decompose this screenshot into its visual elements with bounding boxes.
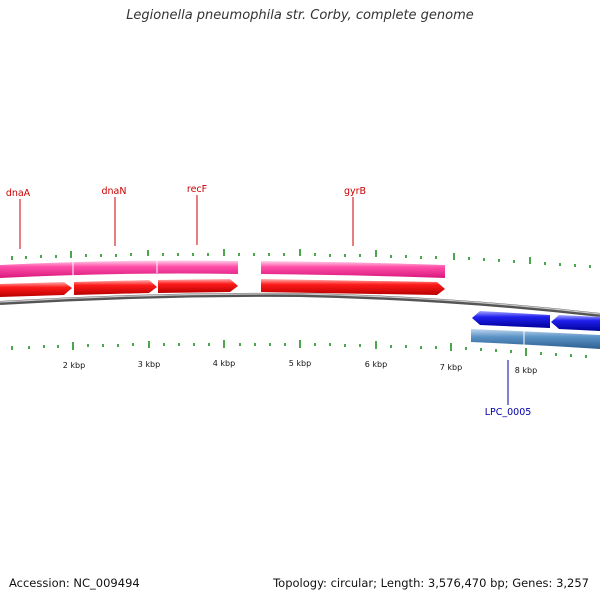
upper-tick-ring xyxy=(11,249,591,268)
forward-gene-band xyxy=(0,260,445,278)
gene-label-recF[interactable]: recF xyxy=(187,184,207,195)
scale-label: 8 kbp xyxy=(515,366,537,375)
scale-label: 4 kbp xyxy=(213,359,235,368)
lower-tick-ring xyxy=(11,340,587,358)
cds-arrow-gyrB xyxy=(261,279,445,295)
cds-arrow-reverse xyxy=(551,315,600,331)
scale-label: 2 kbp xyxy=(63,361,85,370)
scale-label: 7 kbp xyxy=(440,363,462,372)
reverse-gene-band xyxy=(471,329,600,349)
scale-label: 6 kbp xyxy=(365,360,387,369)
accession-text: Accession: NC_009494 xyxy=(9,576,140,590)
cds-arrow-recF xyxy=(158,279,238,293)
genome-backbone xyxy=(0,292,600,317)
scale-labels: 2 kbp 3 kbp 4 kbp 5 kbp 6 kbp 7 kbp 8 kb… xyxy=(63,359,537,375)
cds-arrow-dnaN xyxy=(74,280,157,295)
cds-arrow-dnaA xyxy=(0,282,72,297)
scale-label: 5 kbp xyxy=(289,359,311,368)
reverse-gene-labels: LPC_0005 xyxy=(485,360,532,418)
forward-cds-track xyxy=(0,279,445,297)
cds-arrow-LPC_0005 xyxy=(472,311,550,328)
gene-label-dnaN[interactable]: dnaN xyxy=(102,186,127,197)
gene-label-LPC_0005[interactable]: LPC_0005 xyxy=(485,407,532,418)
forward-gene-labels: dnaA dnaN recF gyrB xyxy=(6,184,366,249)
gene-label-gyrB[interactable]: gyrB xyxy=(344,186,366,197)
genome-title: Legionella pneumophila str. Corby, compl… xyxy=(126,8,474,23)
genome-summary-text: Topology: circular; Length: 3,576,470 bp… xyxy=(273,576,589,590)
scale-label: 3 kbp xyxy=(138,360,160,369)
gene-label-dnaA[interactable]: dnaA xyxy=(6,188,31,199)
reverse-cds-track xyxy=(472,311,600,331)
